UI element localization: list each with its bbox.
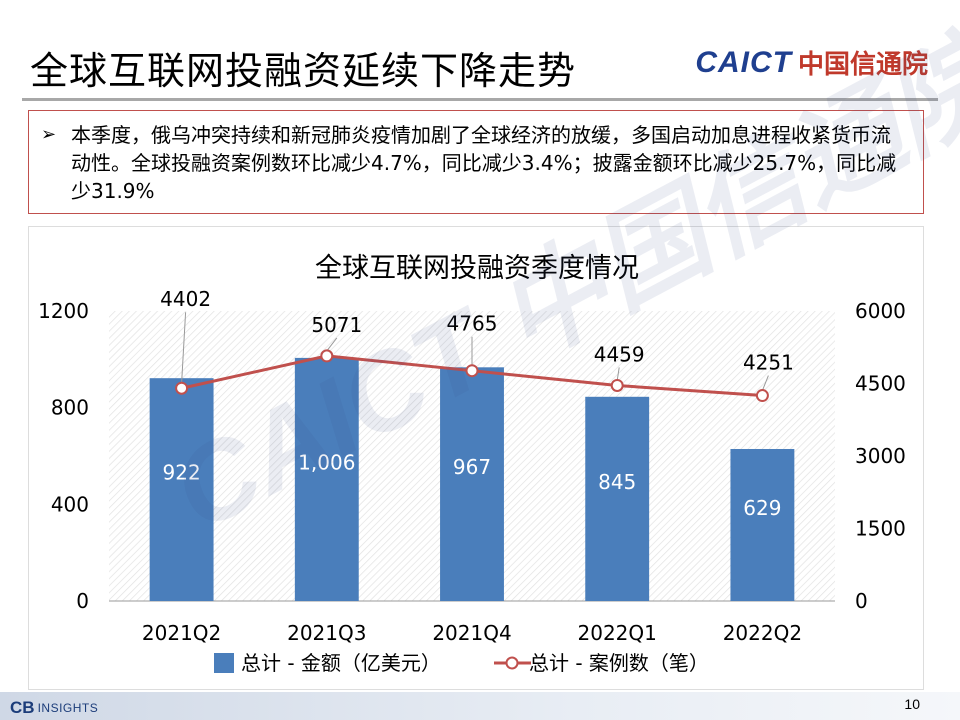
y-right-tick-label: 1500 xyxy=(855,517,906,541)
summary-box: ➢ 本季度，俄乌冲突持续和新冠肺炎疫情加剧了全球经济的放缓，多国启动加息进程收紧… xyxy=(28,110,924,214)
deal-count-label: 4402 xyxy=(160,287,211,311)
deal-count-marker xyxy=(610,378,624,392)
amount-bar xyxy=(730,448,795,601)
chart-frame: 全球互联网投融资季度情况 0 400 800 1200 0 1500 3000 4500 600… xyxy=(28,226,924,690)
amount-bar xyxy=(585,396,650,601)
y-right-tick-label: 3000 xyxy=(855,444,906,468)
y-right-tick-label: 0 xyxy=(855,589,868,613)
legend-bar-swatch xyxy=(214,653,234,673)
legend-bar-label: 总计 - 金额（亿美元） xyxy=(241,651,441,675)
deal-count-label: 4765 xyxy=(447,312,498,336)
legend-line-marker xyxy=(505,656,519,670)
y-right-tick-label: 6000 xyxy=(855,299,906,323)
deal-count-label: 4251 xyxy=(743,351,794,375)
logo-chinese-text: 中国信通院 xyxy=(797,50,928,80)
cbinsights-logo: CB INSIGHTS xyxy=(10,698,98,718)
deal-count-marker xyxy=(175,381,189,395)
amount-bar-label: 1,006 xyxy=(298,450,355,474)
x-tick-label: 2021Q3 xyxy=(287,621,366,645)
amount-bar-label: 845 xyxy=(598,470,636,494)
x-tick-label: 2021Q4 xyxy=(432,621,511,645)
deal-count-marker xyxy=(755,389,769,403)
x-tick-label: 2022Q2 xyxy=(723,621,802,645)
footer-brand: CB xyxy=(10,698,35,717)
amount-bar-label: 967 xyxy=(453,455,491,479)
deal-count-leader-line xyxy=(181,312,187,384)
chart-svg: 全球互联网投融资季度情况 0 400 800 1200 0 1500 3000 4500 600… xyxy=(38,253,906,675)
deal-count-marker xyxy=(465,364,479,378)
y-right-tick-label: 4500 xyxy=(855,372,906,396)
deal-count-marker xyxy=(320,349,334,363)
title-divider xyxy=(22,98,938,101)
deal-count-leader-line xyxy=(761,375,769,391)
slide-title: 全球互联网投融资延续下降走势 xyxy=(30,49,577,93)
deal-count-leader-line xyxy=(326,337,338,352)
x-tick-label: 2021Q2 xyxy=(142,621,221,645)
y-left-tick-label: 1200 xyxy=(38,299,89,323)
amount-bar-label: 629 xyxy=(743,496,781,520)
amount-bar xyxy=(149,378,214,601)
x-tick-label: 2022Q1 xyxy=(578,621,657,645)
y-left-tick-label: 400 xyxy=(51,492,89,516)
chart-title: 全球互联网投融资季度情况 xyxy=(315,253,639,284)
legend-line-label: 总计 - 案例数（笔） xyxy=(529,651,709,675)
deal-count-label: 5071 xyxy=(311,313,362,337)
footer-brand-sub: INSIGHTS xyxy=(37,701,99,715)
amount-bar xyxy=(294,357,359,601)
footer-bar xyxy=(0,692,960,720)
summary-text: 本季度，俄乌冲突持续和新冠肺炎疫情加剧了全球经济的放缓，多国启动加息进程收紧货币… xyxy=(71,123,897,203)
y-left-tick-label: 800 xyxy=(51,396,89,420)
deal-count-label: 4459 xyxy=(594,342,645,366)
logo-latin-text: CAICT xyxy=(695,45,792,79)
page-number: 10 xyxy=(904,696,920,712)
y-left-tick-label: 0 xyxy=(76,589,89,613)
caict-logo: CAICT 中国信通院 xyxy=(695,44,928,81)
amount-bar-label: 922 xyxy=(163,461,201,485)
amount-bar xyxy=(440,367,504,601)
deal-count-leader-line xyxy=(616,367,620,381)
bullet-arrow-icon: ➢ xyxy=(41,124,57,145)
